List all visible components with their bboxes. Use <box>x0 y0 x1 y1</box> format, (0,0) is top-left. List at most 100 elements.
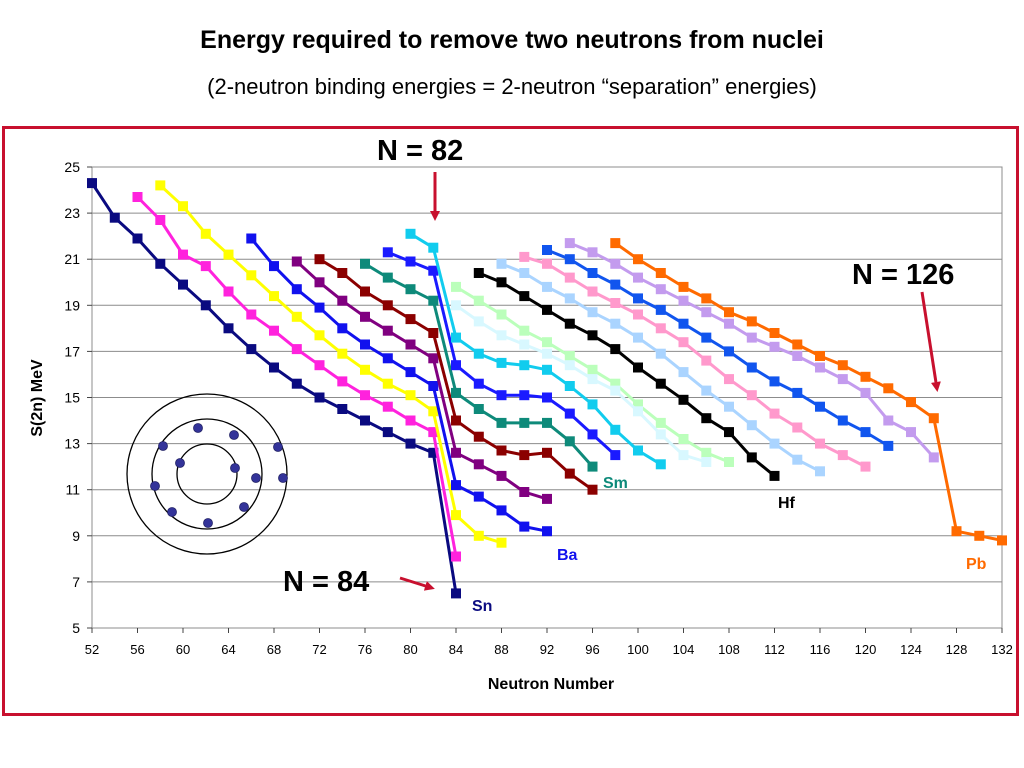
data-point <box>655 378 666 389</box>
data-point <box>610 298 621 308</box>
data-point <box>519 325 530 336</box>
data-point <box>451 480 461 491</box>
series-label-sm: Sm <box>603 475 628 492</box>
data-point <box>564 272 575 283</box>
data-point <box>382 353 393 364</box>
data-point <box>564 381 575 391</box>
data-point <box>837 360 848 371</box>
data-point <box>542 447 552 458</box>
x-tick-label: 132 <box>991 642 1013 657</box>
data-point <box>633 332 643 343</box>
series-16 <box>610 238 1007 546</box>
data-point <box>678 367 689 378</box>
data-point <box>655 459 666 470</box>
data-point <box>542 526 552 537</box>
data-point <box>337 268 348 278</box>
data-point <box>428 381 439 391</box>
data-point <box>405 415 416 426</box>
data-point <box>496 445 507 456</box>
data-point <box>405 438 416 449</box>
data-point <box>519 450 530 461</box>
data-point <box>269 362 279 373</box>
data-point <box>405 339 416 350</box>
data-point <box>678 450 689 461</box>
data-point <box>246 344 257 355</box>
data-point <box>542 337 552 348</box>
data-point <box>519 487 530 497</box>
data-point <box>428 353 439 364</box>
data-point <box>155 215 166 225</box>
data-point <box>496 417 507 428</box>
x-axis-label: Neutron Number <box>488 676 614 693</box>
data-point <box>542 304 552 315</box>
data-point <box>655 417 666 428</box>
data-point <box>542 392 552 403</box>
data-point <box>746 332 757 343</box>
data-point <box>724 457 734 467</box>
y-tick-label: 15 <box>64 390 80 406</box>
data-point <box>815 438 825 449</box>
data-point <box>428 406 439 417</box>
data-point <box>473 316 484 327</box>
series-label-sn: Sn <box>472 598 492 615</box>
data-point <box>587 399 598 410</box>
data-point <box>496 330 507 341</box>
data-point <box>655 429 666 440</box>
x-tick-label: 72 <box>312 642 326 657</box>
series-3 <box>246 233 552 537</box>
data-point <box>360 339 370 350</box>
data-point <box>587 286 598 297</box>
page-title: Energy required to remove two neutrons f… <box>200 26 824 54</box>
data-point <box>405 390 416 401</box>
data-point <box>610 344 621 355</box>
data-point <box>792 339 803 350</box>
data-point <box>473 348 484 359</box>
data-point <box>542 281 552 292</box>
data-point <box>701 332 712 343</box>
data-point <box>564 360 575 371</box>
data-point <box>405 256 416 267</box>
data-point <box>155 180 166 191</box>
data-point <box>678 434 689 444</box>
data-point <box>769 341 780 352</box>
data-point <box>610 258 621 269</box>
data-point <box>746 316 757 327</box>
data-point <box>473 378 484 389</box>
data-point <box>451 588 461 599</box>
data-point <box>610 385 621 396</box>
nuclear-shell-icon <box>126 393 288 555</box>
data-point <box>269 261 279 272</box>
data-point <box>587 484 598 495</box>
data-point <box>542 493 552 504</box>
data-point <box>564 293 575 304</box>
data-point <box>178 201 188 212</box>
data-point <box>519 339 530 350</box>
data-point <box>519 268 530 278</box>
data-point <box>769 438 780 449</box>
data-point <box>451 551 461 562</box>
data-point <box>382 427 393 438</box>
data-point <box>428 427 439 438</box>
data-point <box>519 417 530 428</box>
x-tick-label: 80 <box>403 642 417 657</box>
x-tick-label: 116 <box>810 642 831 657</box>
data-point <box>473 295 484 306</box>
x-tick-label: 108 <box>718 642 740 657</box>
data-point <box>178 279 188 290</box>
data-point <box>564 238 575 249</box>
data-point <box>860 387 871 398</box>
series-10 <box>451 300 712 467</box>
series-12 <box>496 258 825 477</box>
series-0 <box>87 178 461 599</box>
data-point <box>792 351 803 361</box>
data-point <box>678 394 689 405</box>
data-point <box>200 228 211 239</box>
data-point <box>792 387 803 398</box>
data-point <box>473 491 484 502</box>
x-tick-label: 120 <box>855 642 877 657</box>
series-label-pb: Pb <box>966 556 987 573</box>
data-point <box>815 351 825 361</box>
data-point <box>132 192 143 202</box>
data-point <box>655 323 666 334</box>
